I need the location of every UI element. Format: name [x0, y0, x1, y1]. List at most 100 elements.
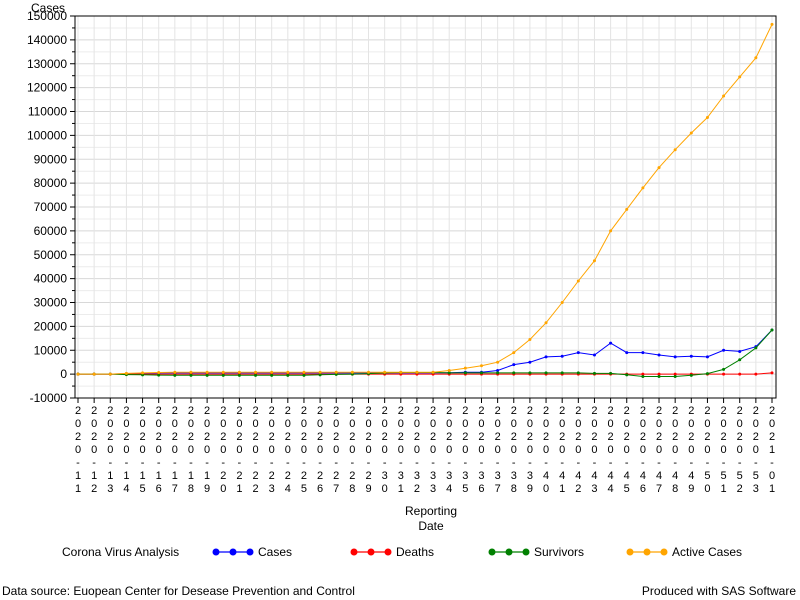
- data-point-cases: [689, 354, 693, 358]
- x-tick-label: 2 0 2 0 -3 8: [511, 405, 517, 495]
- data-point-survivors: [592, 371, 596, 375]
- legend-label-deaths: Deaths: [396, 545, 434, 559]
- x-tick-label: 2 0 2 0 -3 9: [527, 405, 533, 495]
- x-tick-label: 2 0 2 0 -3 3: [430, 405, 436, 495]
- x-tick-label: 2 0 2 0 -2 8: [349, 405, 355, 495]
- x-tick-label: 2 0 2 0 -3 0: [382, 405, 388, 495]
- series-group: [76, 22, 774, 379]
- legend-marker-survivors: [522, 548, 530, 556]
- data-point-active-cases: [673, 148, 677, 152]
- x-axis-label-line1: Reporting: [405, 504, 457, 518]
- x-axis-label-line2: Date: [418, 519, 444, 533]
- x-tick-label: 2 0 2 0 -4 7: [656, 405, 662, 495]
- data-point-active-cases: [205, 370, 209, 374]
- data-point-survivors: [641, 375, 645, 379]
- x-tick-label: 2 0 2 0 -1 9: [204, 405, 210, 495]
- data-point-active-cases: [141, 371, 145, 375]
- data-source-note: Data source: Euopean Center for Desease …: [2, 584, 355, 598]
- x-tick-label: 2 0 2 0 -1 2: [91, 405, 97, 495]
- data-point-survivors: [173, 373, 177, 377]
- legend-marker-deaths: [384, 548, 392, 556]
- data-point-survivors: [447, 371, 451, 375]
- data-point-active-cases: [383, 370, 387, 374]
- data-point-active-cases: [722, 94, 726, 98]
- data-point-survivors: [528, 371, 532, 375]
- grid: [75, 15, 776, 399]
- produced-with-note: Produced with SAS Software: [641, 584, 796, 598]
- data-point-active-cases: [431, 370, 435, 374]
- x-tick-label: 2 0 2 0 -4 6: [640, 405, 646, 495]
- legend-title: Corona Virus Analysis: [62, 545, 179, 559]
- data-point-cases: [722, 348, 726, 352]
- x-tick-label: 2 0 2 0 -1 5: [139, 405, 145, 495]
- legend-marker-cases: [246, 548, 254, 556]
- series-line-cases: [78, 329, 773, 375]
- x-tick-label: 2 0 2 0 -2 5: [301, 405, 307, 495]
- data-point-active-cases: [560, 301, 564, 304]
- data-point-active-cases: [254, 370, 258, 374]
- x-tick-label: 2 0 2 0 -5 2: [737, 405, 743, 495]
- data-point-survivors: [738, 358, 742, 362]
- data-point-deaths: [657, 372, 661, 376]
- data-point-active-cases: [367, 370, 371, 374]
- data-point-cases: [544, 355, 548, 359]
- data-point-active-cases: [399, 370, 403, 374]
- legend: Corona Virus Analysis Cases Deaths Survivo…: [62, 545, 742, 559]
- data-point-cases: [657, 353, 661, 357]
- y-tick-label: -10000: [30, 391, 68, 405]
- data-point-active-cases: [528, 338, 532, 342]
- data-point-active-cases: [738, 75, 742, 79]
- data-point-active-cases: [334, 370, 338, 374]
- legend-marker-active-cases: [626, 548, 634, 556]
- data-point-cases: [576, 351, 580, 355]
- data-point-survivors: [221, 373, 225, 377]
- legend-label-survivors: Survivors: [534, 545, 584, 559]
- data-point-active-cases: [657, 166, 661, 170]
- legend-marker-survivors: [505, 548, 513, 556]
- x-tick-label: 2 0 2 0 -2 3: [269, 405, 275, 495]
- x-tick-label: 2 0 2 0 -4 3: [591, 405, 597, 495]
- x-tick-label: 2 0 2 0 -2 2: [252, 405, 258, 495]
- data-point-active-cases: [625, 207, 629, 211]
- x-tick-label: 2 0 2 0 -4 0: [543, 405, 549, 495]
- data-point-cases: [528, 360, 532, 364]
- x-tick-label: 2 0 2 0 -4 8: [672, 405, 678, 495]
- x-tick-label: 2 0 2 0 -4 5: [624, 405, 630, 495]
- y-tick-label: 60000: [34, 224, 68, 238]
- data-point-active-cases: [447, 369, 451, 373]
- x-tick-label: 2 0 2 0 -3 4: [446, 405, 452, 495]
- x-tick-label: 2 0 2 0 -3 5: [462, 405, 468, 495]
- data-point-active-cases: [124, 371, 128, 375]
- data-point-active-cases: [576, 279, 580, 283]
- data-point-survivors: [689, 373, 693, 377]
- data-point-active-cases: [415, 370, 419, 374]
- data-point-active-cases: [157, 370, 161, 374]
- y-tick-label: 110000: [28, 105, 67, 119]
- series-line-active-cases: [78, 24, 773, 375]
- y-axis: -10000 0 10000 20000 30000 40000 50000 60000 700…: [27, 9, 75, 405]
- data-point-active-cases: [237, 370, 241, 374]
- x-tick-label: 2 0 2 0 -2 1: [236, 405, 242, 495]
- x-tick-label: 2 0 2 0 -2 4: [285, 405, 291, 495]
- data-point-active-cases: [463, 366, 467, 370]
- x-tick-label: 2 0 2 0 -4 1: [559, 405, 565, 495]
- data-point-deaths: [770, 371, 774, 375]
- data-point-active-cases: [318, 370, 322, 374]
- data-point-survivors: [673, 375, 677, 379]
- data-point-cases: [673, 355, 677, 359]
- data-point-active-cases: [302, 370, 306, 374]
- data-point-active-cases: [592, 259, 596, 263]
- data-point-cases: [560, 354, 564, 358]
- x-tick-label: 2 0 2 0 -4 2: [575, 405, 581, 495]
- x-tick-label: 2 0 2 0 -4 4: [608, 405, 614, 495]
- series-line-deaths: [78, 372, 773, 375]
- y-tick-label: 130000: [27, 57, 67, 71]
- x-tick-label: 2 0 2 0 -2 9: [365, 405, 371, 495]
- y-tick-label: 100000: [27, 128, 67, 142]
- x-tick-label: 2 0 2 0 -2 6: [317, 405, 323, 495]
- y-tick-label: 90000: [34, 152, 68, 166]
- data-point-survivors: [705, 372, 709, 376]
- data-point-active-cases: [754, 56, 758, 60]
- data-point-active-cases: [173, 370, 177, 374]
